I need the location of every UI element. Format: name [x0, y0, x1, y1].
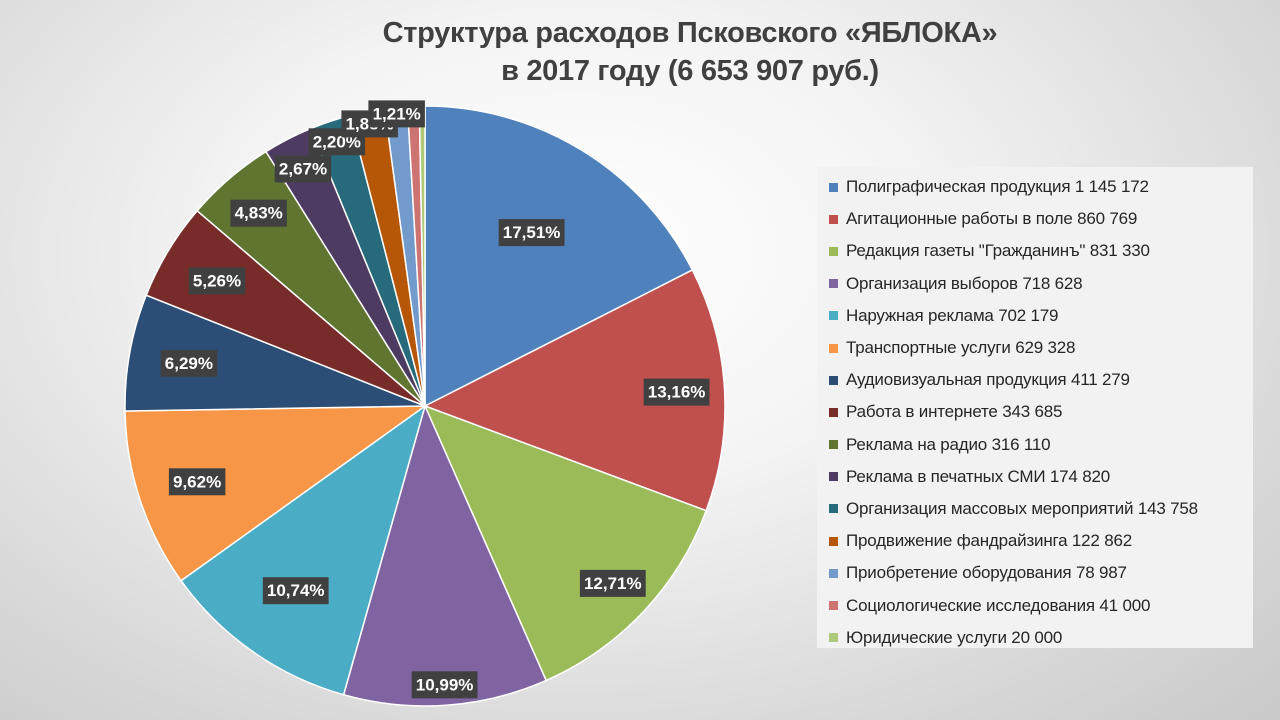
- data-label-text-10: 2,67%: [279, 160, 327, 179]
- legend-label: Наружная реклама 702 179: [846, 305, 1059, 325]
- data-label-text-3: 12,71%: [584, 574, 642, 593]
- legend-item-8: Работа в интернете 343 685: [829, 396, 1253, 428]
- data-label-1: 17,51%: [498, 219, 565, 247]
- chart-legend: Полиграфическая продукция 1 145 172 Агита…: [817, 167, 1253, 648]
- legend-label: Аудиовизуальная продукция 411 279: [846, 370, 1130, 390]
- legend-label: Социологические исследования 41 000: [846, 595, 1151, 615]
- data-label-box-9: [230, 199, 287, 227]
- legend-label: Агитационные работы в поле 860 769: [846, 209, 1138, 229]
- pie-slice-3: [423, 404, 708, 682]
- data-label-4: 10,99%: [411, 671, 478, 699]
- data-label-text-5: 10,74%: [267, 581, 325, 600]
- legend-swatch: [829, 375, 838, 385]
- data-label-text-4: 10,99%: [416, 675, 474, 694]
- chart-title-line2: в 2017 году (6 653 907 руб.): [501, 55, 879, 87]
- legend-item-2: Агитационные работы в поле 860 769: [829, 203, 1253, 235]
- chart-title-line1: Структура расходов Псковского «ЯБЛОКА»: [382, 17, 998, 49]
- legend-swatch: [829, 472, 838, 482]
- legend-swatch: [829, 279, 838, 289]
- data-label-box-13: [368, 100, 425, 128]
- data-label-box-7: [160, 349, 218, 377]
- data-label-5: 10,74%: [262, 577, 329, 605]
- data-label-3: 12,71%: [579, 569, 646, 597]
- data-label-10: 2,67%: [274, 155, 332, 183]
- legend-swatch: [829, 407, 838, 417]
- data-label-text-8: 5,26%: [193, 271, 241, 290]
- data-label-text-9: 4,83%: [235, 204, 283, 223]
- pie-slice-5: [180, 404, 427, 696]
- legend-swatch: [829, 246, 838, 256]
- data-label-box-8: [188, 267, 246, 295]
- data-label-box-10: [274, 155, 332, 183]
- legend-label: Полиграфическая продукция 1 145 172: [846, 177, 1149, 197]
- legend-swatch: [829, 568, 838, 578]
- data-label-text-2: 13,16%: [648, 383, 706, 402]
- pie-slice-6: [124, 405, 428, 582]
- legend-item-12: Продвижение фандрайзинга 122 862: [829, 525, 1253, 557]
- data-label-box-1: [498, 219, 565, 247]
- legend-swatch: [829, 633, 838, 643]
- data-label-box-3: [579, 569, 646, 597]
- legend-item-14: Социологические исследования 41 000: [829, 589, 1253, 621]
- pie-slice-1: [424, 105, 694, 408]
- legend-swatch: [829, 214, 838, 224]
- legend-label: Транспортные услуги 629 328: [846, 338, 1076, 358]
- data-label-7: 6,29%: [160, 349, 218, 377]
- data-label-box-6: [168, 468, 226, 496]
- legend-label: Приобретение оборудования 78 987: [846, 563, 1127, 583]
- legend-item-1: Полиграфическая продукция 1 145 172: [829, 171, 1253, 203]
- legend-item-3: Редакция газеты "Гражданинъ" 831 330: [829, 235, 1253, 267]
- pie-slice-2: [423, 268, 726, 512]
- legend-label: Реклама в печатных СМИ 174 820: [846, 466, 1110, 486]
- legend-swatch: [829, 536, 838, 546]
- data-label-text-13: 1,21%: [373, 104, 421, 123]
- legend-label: Юридические услуги 20 000: [846, 627, 1063, 647]
- legend-swatch: [829, 504, 838, 514]
- legend-item-13: Приобретение оборудования 78 987: [829, 557, 1253, 589]
- legend-item-9: Реклама на радио 316 110: [829, 429, 1253, 461]
- legend-label: Реклама на радио 316 110: [846, 434, 1051, 454]
- legend-swatch: [829, 343, 838, 353]
- legend-label: Работа в интернете 343 685: [846, 402, 1063, 422]
- legend-item-15: Юридические услуги 20 000: [829, 622, 1253, 654]
- pie-slice-7: [124, 294, 426, 412]
- legend-swatch: [829, 182, 838, 192]
- pie-slices: [124, 105, 726, 707]
- data-label-9: 4,83%: [230, 199, 287, 227]
- data-label-box-2: [643, 378, 710, 406]
- data-label-box-5: [262, 577, 329, 605]
- legend-item-5: Наружная реклама 702 179: [829, 300, 1253, 332]
- data-label-2: 13,16%: [643, 378, 710, 406]
- pie-slice-4: [342, 403, 548, 707]
- legend-item-4: Организация выборов 718 628: [829, 268, 1253, 300]
- data-label-text-7: 6,29%: [165, 354, 213, 373]
- legend-item-7: Аудиовизуальная продукция 411 279: [829, 364, 1253, 396]
- chart-title: Структура расходов Псковского «ЯБЛОКА» в…: [240, 14, 1140, 90]
- data-label-text-1: 17,51%: [503, 223, 561, 242]
- legend-item-11: Организация массовых мероприятий 143 758: [829, 493, 1253, 525]
- legend-swatch: [829, 601, 838, 611]
- data-label-box-4: [411, 671, 478, 699]
- data-label-8: 5,26%: [188, 267, 246, 295]
- legend-label: Организация массовых мероприятий 143 758: [846, 498, 1198, 518]
- legend-label: Редакция газеты "Гражданинъ" 831 330: [846, 241, 1150, 261]
- legend-label: Продвижение фандрайзинга 122 862: [846, 531, 1132, 551]
- pie-data-labels: 17,51% 13,16% 12,71% 10,99% 10,74% 9,62% 6,29%…: [160, 100, 710, 699]
- data-label-13: 1,21%: [368, 100, 425, 128]
- data-label-text-6: 9,62%: [173, 472, 221, 491]
- legend-label: Организация выборов 718 628: [846, 273, 1083, 293]
- data-label-6: 9,62%: [168, 468, 226, 496]
- legend-swatch: [829, 440, 838, 450]
- legend-item-10: Реклама в печатных СМИ 174 820: [829, 461, 1253, 493]
- legend-item-6: Транспортные услуги 629 328: [829, 332, 1253, 364]
- legend-swatch: [829, 311, 838, 321]
